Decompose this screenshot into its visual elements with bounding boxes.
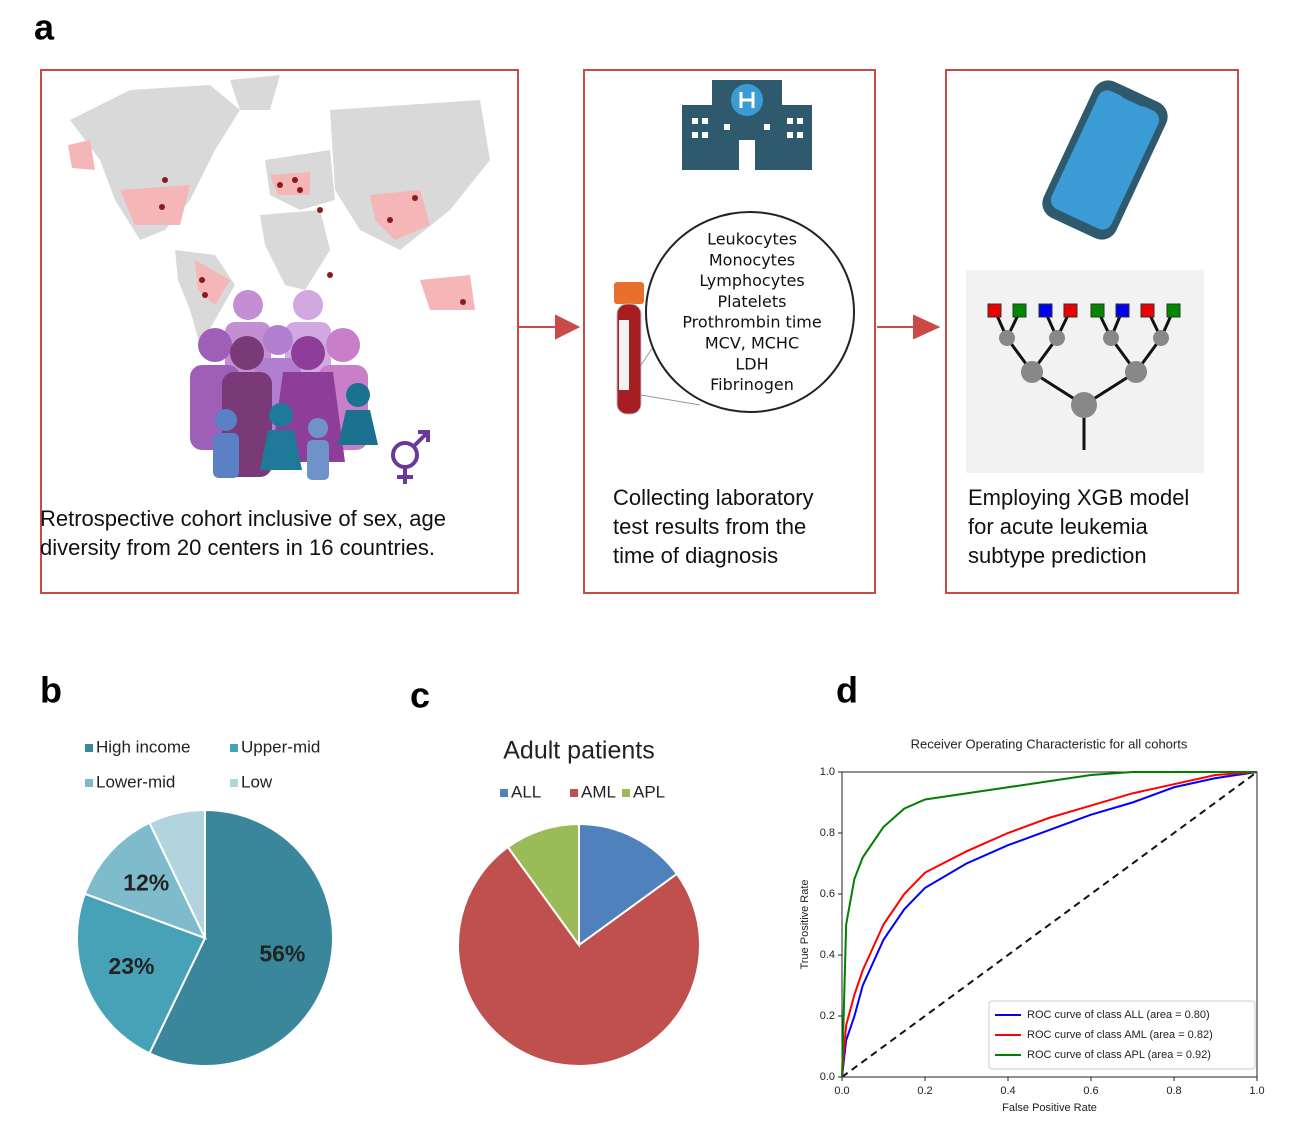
legend-label: ROC curve of class APL (area = 0.92) [1027, 1049, 1211, 1061]
y-tick-label: 0.8 [820, 827, 835, 839]
lab-test: Fibrinogen [710, 375, 794, 394]
legend-swatch [230, 779, 238, 787]
lab-test: Prothrombin time [682, 313, 821, 332]
sex-symbol [391, 430, 430, 484]
plot-frame [841, 771, 1258, 1078]
caption: diversity from 20 centers in 16 countrie… [40, 535, 435, 560]
x-axis-label: False Positive Rate [1002, 1102, 1097, 1114]
legend-box [988, 1000, 1256, 1070]
y-tick-label: 0.0 [820, 1071, 835, 1083]
lab-test: MCV, MCHC [705, 334, 799, 353]
caption: test results from the [613, 514, 806, 539]
people-icon [190, 290, 378, 480]
value-label: 23% [108, 953, 154, 979]
legend-swatch [85, 779, 93, 787]
roc-line [841, 771, 1258, 1078]
chart-title: Receiver Operating Characteristic for al… [911, 736, 1188, 751]
pie-slice [578, 822, 679, 947]
world-map [68, 75, 490, 345]
legend-swatch [500, 789, 508, 797]
legend-label: AML [581, 782, 616, 801]
value-label: 12% [123, 870, 169, 896]
lab-test: Monocytes [709, 250, 795, 269]
lab-test: Lymphocytes [699, 271, 804, 290]
legend-label: Lower-mid [96, 772, 175, 791]
roc-line [841, 771, 1258, 1078]
pie-slice [506, 822, 580, 949]
y-tick-label: 1.0 [820, 766, 835, 778]
hospital-icon [682, 80, 812, 170]
phone-icon [1042, 80, 1168, 240]
caption: time of diagnosis [613, 543, 778, 568]
panel-label: c [410, 675, 430, 716]
legend-swatch [622, 789, 630, 797]
x-tick-label: 0.0 [834, 1085, 849, 1097]
panel-label: d [836, 670, 858, 711]
legend-label: ALL [511, 782, 541, 801]
x-tick-label: 0.4 [1000, 1085, 1015, 1097]
x-tick-label: 0.6 [1083, 1085, 1098, 1097]
pie-slice [148, 808, 206, 939]
x-tick-label: 0.8 [1166, 1085, 1181, 1097]
panel-label: a [34, 7, 55, 48]
legend-label: Low [241, 772, 273, 791]
blood-tube [614, 282, 701, 415]
pie-slice [457, 845, 701, 1067]
pie-slice [76, 892, 207, 1055]
legend-swatch [85, 744, 93, 752]
lab-test: Leukocytes [707, 230, 797, 249]
x-tick-label: 0.2 [917, 1085, 932, 1097]
tree-icon [966, 270, 1204, 473]
caption: for acute leukemia [968, 514, 1149, 539]
legend-label: APL [633, 782, 665, 801]
lab-test: Platelets [718, 292, 787, 311]
value-label: 56% [259, 941, 305, 967]
chance-line [841, 771, 1258, 1078]
legend-label: High income [96, 737, 191, 756]
arrows [518, 314, 941, 340]
pie-slice [148, 808, 334, 1067]
pie-slice [83, 821, 207, 940]
legend-label: ROC curve of class AML (area = 0.82) [1027, 1029, 1213, 1041]
roc-line [841, 771, 1257, 1078]
panel-label: b [40, 670, 62, 711]
legend-label: ROC curve of class ALL (area = 0.80) [1027, 1009, 1210, 1021]
y-axis-label: True Positive Rate [799, 879, 811, 969]
test-bubble [645, 211, 855, 413]
y-tick-label: 0.6 [820, 888, 835, 900]
x-tick-label: 1.0 [1249, 1085, 1264, 1097]
legend-swatch [230, 744, 238, 752]
legend-label: Upper-mid [241, 737, 320, 756]
legend-swatch [570, 789, 578, 797]
caption: subtype prediction [968, 543, 1147, 568]
caption: Retrospective cohort inclusive of sex, a… [40, 506, 446, 531]
caption: Employing XGB model [968, 485, 1189, 510]
y-tick-label: 0.4 [820, 949, 835, 961]
y-tick-label: 0.2 [820, 1010, 835, 1022]
boxes [40, 69, 1239, 594]
caption: Collecting laboratory [613, 485, 814, 510]
lab-test: LDH [735, 354, 768, 373]
chart-title: Adult patients [503, 737, 655, 765]
